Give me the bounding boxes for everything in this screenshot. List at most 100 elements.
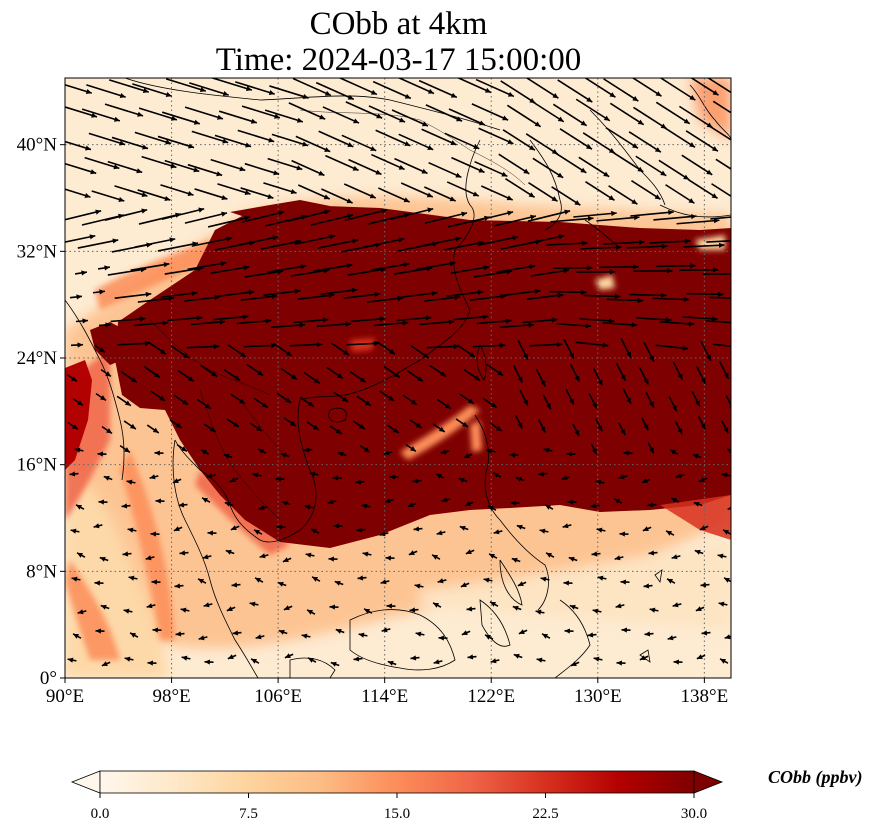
wind-arrow-head: [257, 370, 264, 376]
wind-arrow-head: [464, 501, 471, 507]
wind-arrow-shaft: [655, 101, 691, 125]
wind-arrow-head: [94, 580, 101, 586]
wind-arrow-head: [546, 552, 553, 558]
wind-arrow-head: [545, 504, 552, 510]
wind-arrow-head: [182, 399, 188, 405]
wind-arrow-head: [507, 210, 514, 216]
wind-arrow-shaft: [107, 268, 147, 276]
wind-arrow-head: [677, 428, 683, 435]
wind-arrow-head: [490, 601, 497, 607]
wind-arrow-head: [370, 89, 377, 95]
wind-arrow-shaft: [443, 241, 485, 251]
wind-arrow-head: [649, 607, 656, 613]
wind-arrow-shaft: [132, 83, 172, 97]
wind-arrow-head: [633, 264, 639, 270]
wind-arrow-head: [329, 604, 336, 610]
wind-arrow-head: [718, 291, 724, 297]
wind-arrow-head: [152, 427, 159, 433]
wind-arrow-head: [724, 634, 731, 640]
wind-arrow-head: [175, 631, 182, 637]
wind-arrow-head: [294, 288, 301, 294]
colorbar: 0.0 7.5 15.0 22.5 30.0: [70, 770, 724, 822]
wind-arrow-head: [270, 342, 277, 349]
wind-arrow-shaft: [207, 216, 251, 228]
wind-arrow-head: [221, 211, 228, 217]
wind-arrow-head: [570, 661, 577, 667]
wind-arrow-head: [128, 575, 135, 581]
wind-arrow-shaft: [350, 317, 386, 323]
wind-arrow-head: [425, 315, 432, 321]
wind-arrow-shaft: [532, 157, 564, 179]
wind-arrow-shaft: [705, 320, 731, 324]
wind-arrow-head: [581, 289, 587, 295]
wind-arrow-head: [455, 236, 462, 242]
wind-arrow-head: [104, 265, 110, 271]
wind-arrow-shaft: [325, 154, 359, 172]
wind-arrow-shaft: [526, 294, 564, 300]
wind-arrow-head: [219, 319, 226, 325]
wind-arrow-shaft: [444, 132, 480, 150]
wind-arrow-shaft: [428, 161, 462, 179]
tick-label-lon: 122°E: [467, 686, 515, 707]
wind-arrow-head: [436, 530, 443, 536]
wind-arrow-head: [711, 316, 718, 322]
wind-arrow-head: [130, 377, 137, 383]
wind-arrow-head: [234, 375, 240, 381]
wind-arrow-head: [644, 631, 651, 637]
wind-arrow-head: [415, 631, 422, 637]
wind-arrow-head: [569, 604, 576, 610]
wind-arrow-head: [536, 657, 543, 663]
wind-arrow-head: [427, 88, 434, 94]
wind-arrow-shaft: [104, 103, 144, 117]
wind-arrow-head: [202, 497, 209, 503]
wind-arrow-head: [385, 555, 392, 561]
wind-arrow-shaft: [397, 78, 435, 95]
wind-arrow-shaft: [134, 238, 176, 248]
wind-arrow-head: [352, 165, 359, 171]
wind-arrow-shaft: [711, 183, 731, 198]
wind-arrow-head: [207, 530, 214, 536]
wind-arrow-shaft: [267, 157, 303, 171]
wind-arrow-shaft: [343, 183, 377, 199]
wind-arrow-head: [592, 402, 597, 409]
wind-arrow-shaft: [635, 155, 667, 177]
wind-arrow-shaft: [317, 239, 359, 249]
wind-arrow-shaft: [114, 292, 152, 300]
wind-arrow-head: [248, 289, 255, 295]
wind-arrow-head: [337, 451, 344, 457]
wind-arrow-head: [281, 500, 288, 506]
wind-arrow-shaft: [549, 290, 587, 294]
wind-arrow-head: [233, 421, 239, 428]
wind-arrow-head: [512, 605, 519, 611]
wind-arrow-shaft: [315, 81, 355, 101]
wind-arrow-head: [97, 451, 104, 457]
wind-arrow-shaft: [686, 292, 724, 296]
wind-arrow-shaft: [398, 133, 434, 151]
wind-arrow-head: [713, 218, 720, 224]
wind-arrow-shaft: [65, 210, 102, 221]
wind-arrow-head: [82, 318, 88, 324]
wind-arrow-head: [165, 91, 172, 97]
wind-arrow-shaft: [244, 162, 280, 176]
wind-arrow-shaft: [660, 78, 696, 101]
wind-arrow-shaft: [363, 238, 405, 248]
wind-arrow-head: [277, 581, 284, 587]
wind-arrow-head: [399, 117, 406, 123]
wind-arrow-head: [595, 479, 602, 485]
wind-arrow-head: [364, 608, 371, 614]
wind-arrow-shaft: [110, 317, 146, 323]
wind-arrow-shaft: [473, 270, 513, 278]
wind-arrow-shaft: [682, 316, 718, 320]
wind-arrow-shaft: [77, 239, 119, 249]
wind-arrow-head: [468, 398, 474, 404]
wind-arrow-head: [642, 526, 649, 532]
wind-arrow-head: [258, 505, 265, 511]
wind-arrow-shaft: [338, 78, 378, 96]
wind-arrow-head: [538, 471, 545, 477]
wind-arrow-head: [244, 190, 251, 196]
wind-arrow-shaft: [551, 186, 581, 206]
wind-arrow-shaft: [603, 241, 645, 245]
wind-arrow-head: [124, 656, 131, 662]
wind-arrow-head: [474, 375, 480, 381]
wind-arrow-shaft: [378, 187, 410, 203]
